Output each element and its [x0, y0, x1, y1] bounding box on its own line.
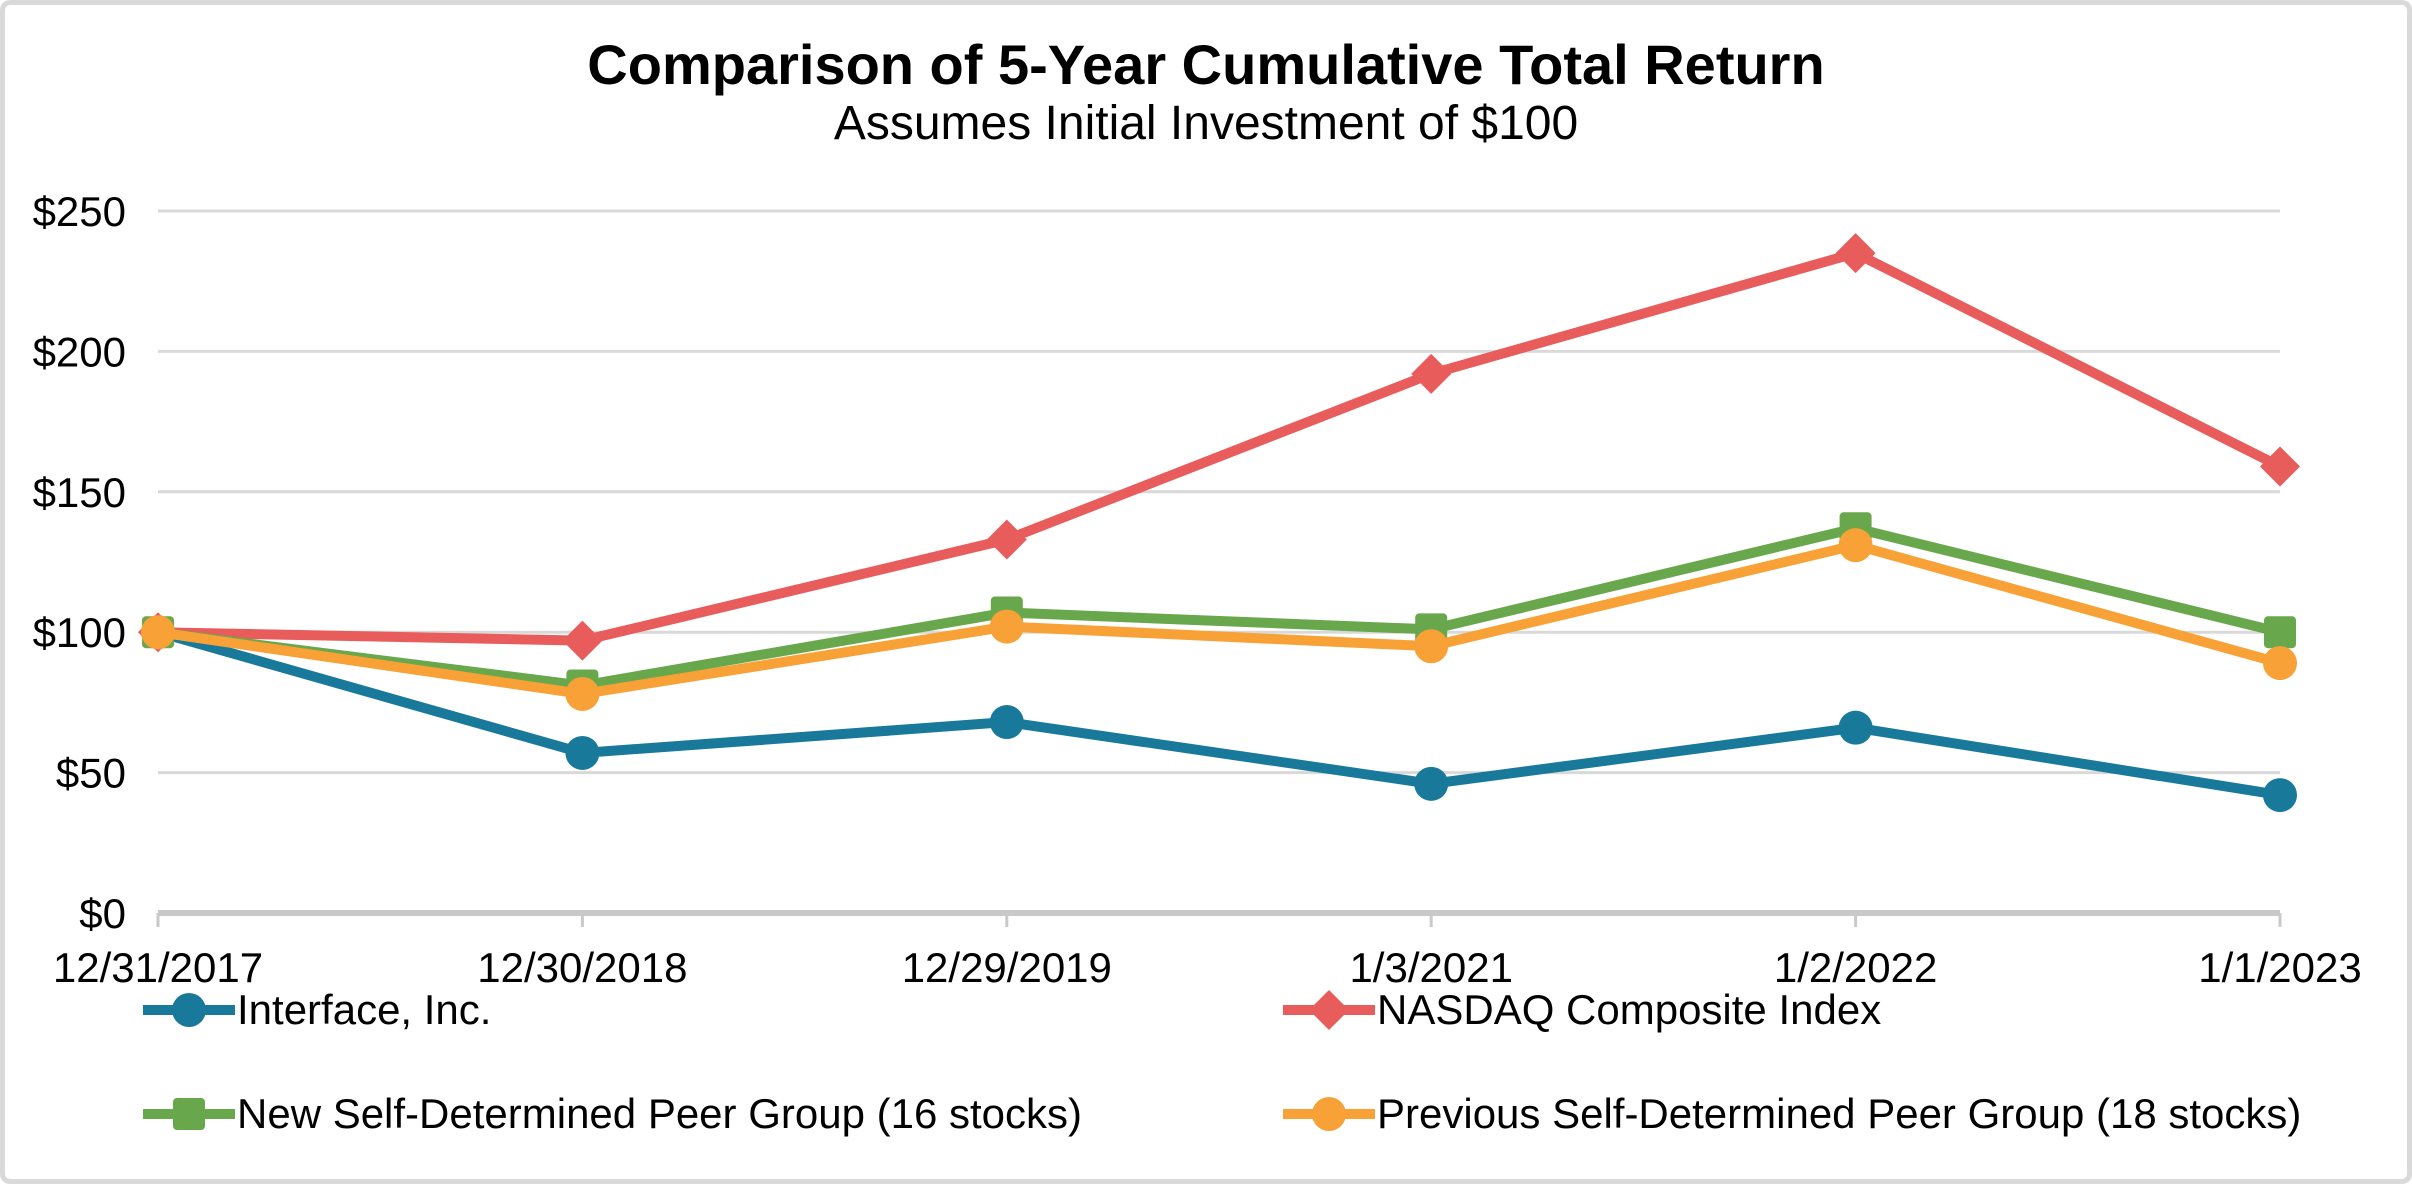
data-point-marker: [1838, 710, 1873, 745]
data-point-marker: [2260, 446, 2300, 487]
legend-marker-diamond-red: [1283, 990, 1375, 1030]
legend-marker-circle-teal: [143, 993, 235, 1027]
data-point-marker: [562, 620, 603, 661]
data-point-marker: [141, 615, 175, 650]
legend-item-previous-peer-group: Previous Self-Determined Peer Group (18 …: [1283, 1088, 2301, 1140]
x-axis-tick-label: 1/1/2023: [2198, 944, 2362, 991]
data-point-marker: [1414, 766, 1449, 801]
series-line: [153, 627, 2285, 801]
data-point-marker: [1411, 353, 1452, 394]
data-point-marker: [989, 705, 1024, 740]
y-axis-tick-label: $0: [79, 890, 126, 937]
x-axis-tick-label: 12/29/2019: [902, 944, 1112, 991]
data-point-marker: [2263, 646, 2297, 681]
legend-label: New Self-Determined Peer Group (16 stock…: [237, 1090, 1082, 1137]
data-point-marker: [986, 519, 1027, 560]
data-point-marker: [565, 735, 600, 770]
legend-item-nasdaq: NASDAQ Composite Index: [1283, 984, 1881, 1036]
series-line: [153, 247, 2285, 646]
x-axis-tick-label: 1/2/2022: [1774, 944, 1938, 991]
legend-item-new-peer-group: New Self-Determined Peer Group (16 stock…: [143, 1088, 1082, 1140]
legend-item-interface: Interface, Inc.: [143, 984, 491, 1036]
chart-title: Comparison of 5-Year Cumulative Total Re…: [587, 33, 1825, 96]
data-point-marker: [565, 676, 600, 711]
data-point-marker: [1414, 629, 1449, 664]
y-axis-tick-label: $150: [33, 469, 126, 516]
series-line: [153, 523, 2285, 691]
y-axis-tick-label: $50: [56, 750, 126, 797]
series-line: [153, 539, 2285, 700]
legend-marker-circle-orange: [1283, 1097, 1375, 1131]
data-point-marker: [2263, 778, 2297, 813]
y-axis-tick-label: $100: [33, 609, 126, 656]
y-axis-tick-label: $250: [33, 188, 126, 235]
data-point-marker: [2264, 616, 2296, 649]
data-point-marker: [1835, 233, 1876, 274]
legend-label: Previous Self-Determined Peer Group (18 …: [1377, 1090, 2302, 1137]
data-point-marker: [1838, 528, 1873, 563]
x-axis-tick-label: 1/3/2021: [1349, 944, 1513, 991]
legend-marker-square-green: [143, 1098, 235, 1130]
legend-label: NASDAQ Composite Index: [1377, 986, 1882, 1033]
legend-label: Interface, Inc.: [237, 986, 492, 1033]
x-axis-tick-label: 12/31/2017: [53, 944, 263, 991]
data-point-marker: [989, 609, 1024, 644]
x-axis-tick-label: 12/30/2018: [477, 944, 687, 991]
y-axis-tick-label: $200: [33, 328, 126, 375]
chart-subtitle: Assumes Initial Investment of $100: [833, 97, 1579, 150]
